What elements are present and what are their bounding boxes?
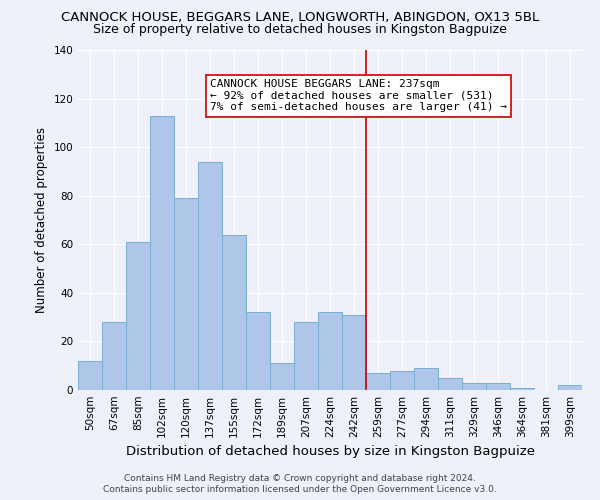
Bar <box>390 370 414 390</box>
Bar <box>510 388 534 390</box>
Bar <box>294 322 318 390</box>
Bar <box>318 312 342 390</box>
Bar <box>438 378 462 390</box>
Bar <box>558 385 582 390</box>
Text: CANNOCK HOUSE BEGGARS LANE: 237sqm
← 92% of detached houses are smaller (531)
7%: CANNOCK HOUSE BEGGARS LANE: 237sqm ← 92%… <box>210 79 507 112</box>
Bar <box>198 162 222 390</box>
Bar <box>174 198 198 390</box>
Bar <box>222 234 246 390</box>
Text: Size of property relative to detached houses in Kingston Bagpuize: Size of property relative to detached ho… <box>93 22 507 36</box>
Bar <box>366 373 390 390</box>
Text: Contains HM Land Registry data © Crown copyright and database right 2024.
Contai: Contains HM Land Registry data © Crown c… <box>103 474 497 494</box>
Bar <box>486 382 510 390</box>
Bar <box>102 322 126 390</box>
Bar <box>342 314 366 390</box>
Y-axis label: Number of detached properties: Number of detached properties <box>35 127 48 313</box>
Bar <box>414 368 438 390</box>
Text: CANNOCK HOUSE, BEGGARS LANE, LONGWORTH, ABINGDON, OX13 5BL: CANNOCK HOUSE, BEGGARS LANE, LONGWORTH, … <box>61 12 539 24</box>
Bar <box>78 361 102 390</box>
Bar <box>462 382 486 390</box>
Bar <box>126 242 150 390</box>
X-axis label: Distribution of detached houses by size in Kingston Bagpuize: Distribution of detached houses by size … <box>125 446 535 458</box>
Bar <box>246 312 270 390</box>
Bar <box>270 364 294 390</box>
Bar <box>150 116 174 390</box>
